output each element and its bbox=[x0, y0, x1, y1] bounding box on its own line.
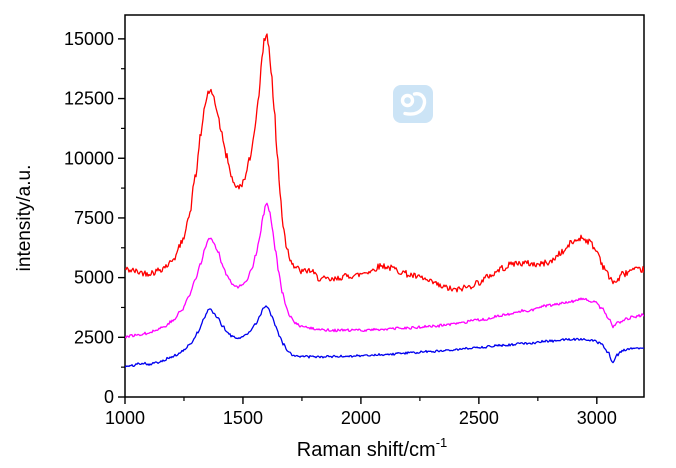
x-tick-label: 3000 bbox=[577, 408, 617, 428]
series-spectrum-magenta bbox=[125, 202, 644, 339]
watermark-glyph-hook bbox=[403, 92, 427, 116]
series-spectrum-blue bbox=[125, 305, 644, 368]
x-axis-title-superscript: -1 bbox=[436, 435, 448, 450]
series-spectrum-red bbox=[125, 33, 644, 293]
x-tick-label: 2500 bbox=[459, 408, 499, 428]
x-tick-label: 2000 bbox=[341, 408, 381, 428]
x-axis-title-base: Raman shift/cm bbox=[297, 439, 436, 461]
plot-frame bbox=[124, 14, 645, 398]
y-tick-label: 2500 bbox=[74, 327, 114, 347]
series-lines bbox=[125, 33, 644, 368]
y-tick-label: 12500 bbox=[64, 89, 114, 109]
watermark-logo-icon bbox=[393, 85, 433, 123]
watermark-glyph-ring bbox=[400, 93, 415, 108]
y-tick-label: 15000 bbox=[64, 29, 114, 49]
y-tick-label: 5000 bbox=[74, 268, 114, 288]
x-axis-title: Raman shift/cm-1 bbox=[297, 435, 448, 461]
y-tick-label: 0 bbox=[104, 387, 114, 407]
y-tick-label: 7500 bbox=[74, 208, 114, 228]
x-tick-label: 1000 bbox=[105, 408, 145, 428]
y-axis: 0 2500 5000 7500 10000 12500 15000 bbox=[64, 29, 125, 407]
x-tick-label: 1500 bbox=[223, 408, 263, 428]
y-axis-title: intensity/a.u. bbox=[14, 165, 35, 272]
x-axis: 1000 1500 2000 2500 3000 bbox=[105, 397, 617, 428]
y-tick-label: 10000 bbox=[64, 148, 114, 168]
